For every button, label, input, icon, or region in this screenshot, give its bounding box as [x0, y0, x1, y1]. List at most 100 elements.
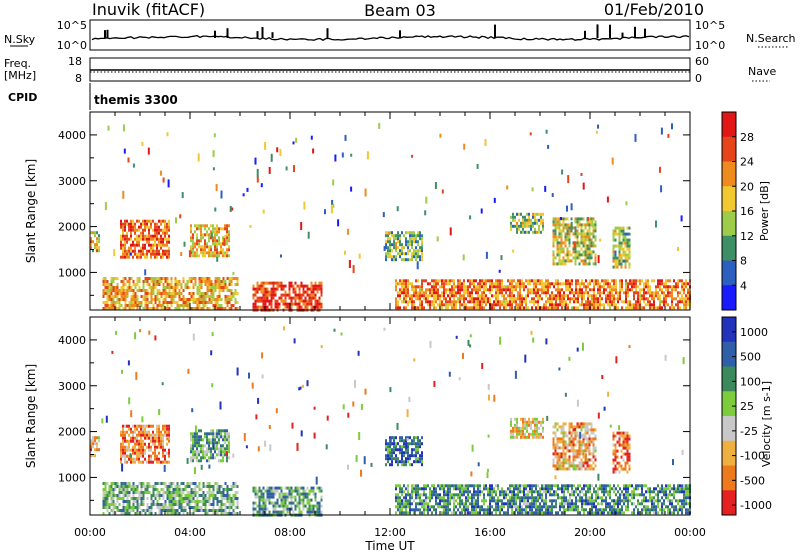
heatmap-cell — [536, 230, 538, 234]
heatmap-cell — [316, 486, 319, 490]
heatmap-cell — [158, 497, 161, 500]
heatmap-cell — [487, 487, 489, 491]
heatmap-cell — [503, 297, 505, 301]
heatmap-cell — [683, 303, 685, 307]
heatmap-cell — [443, 493, 445, 497]
heatmap-cell — [443, 279, 445, 283]
heatmap-cell — [673, 493, 675, 497]
heatmap-cell — [653, 502, 655, 506]
heatmap-cell — [186, 491, 189, 494]
heatmap-cell — [170, 494, 173, 497]
heatmap-cell — [230, 304, 233, 307]
heatmap-cell — [407, 288, 409, 292]
heatmap-cell — [112, 304, 115, 307]
heatmap-cell — [625, 493, 627, 497]
heatmap-cell — [90, 237, 92, 241]
heatmap-cell — [409, 493, 411, 497]
heatmap-cell — [214, 245, 216, 249]
heatmap-cell — [307, 231, 310, 239]
heatmap-cell — [411, 285, 413, 289]
heatmap-cell — [437, 297, 439, 301]
heatmap-cell — [663, 291, 665, 295]
heatmap-cell — [586, 235, 589, 239]
heatmap-cell — [200, 277, 203, 280]
heatmap-cell — [505, 291, 507, 295]
heatmap-cell — [618, 229, 621, 233]
heatmap-cell — [473, 493, 475, 497]
heatmap-cell — [415, 246, 417, 250]
heatmap-cell — [280, 498, 283, 502]
heatmap-cell — [234, 301, 237, 304]
heatmap-cell — [282, 501, 285, 505]
heatmap-cell — [208, 497, 211, 500]
heatmap-cell — [210, 230, 212, 234]
heatmap-cell — [208, 239, 210, 243]
heatmap-cell — [182, 506, 185, 509]
heatmap-cell — [543, 511, 545, 515]
heatmap-cell — [200, 292, 203, 295]
heatmap-cell — [586, 247, 589, 251]
heatmap-cell — [429, 487, 431, 491]
heatmap-cell — [298, 290, 301, 294]
heatmap-cell — [278, 302, 281, 306]
heatmap-cell — [521, 279, 523, 283]
heatmap-cell — [539, 508, 541, 512]
heatmap-cell — [592, 229, 595, 233]
heatmap-cell — [589, 496, 591, 500]
heatmap-cell — [553, 282, 555, 286]
heatmap-cell — [172, 494, 175, 497]
heatmap-cell — [577, 224, 580, 229]
heatmap-cell — [433, 294, 435, 298]
heatmap-cell — [168, 503, 171, 506]
heatmap-cell — [294, 281, 297, 285]
heatmap-cell — [150, 252, 152, 256]
heatmap-cell — [543, 490, 545, 494]
heatmap-cell — [122, 124, 125, 132]
heatmap-cell — [180, 509, 183, 512]
heatmap-cell — [435, 511, 437, 515]
nsky-series — [91, 34, 690, 41]
heatmap-cell — [124, 298, 127, 301]
heatmap-cell — [551, 511, 553, 515]
heatmap-cell — [541, 297, 543, 301]
heatmap-cell — [292, 495, 295, 499]
heatmap-cell — [568, 223, 571, 227]
heatmap-cell — [274, 290, 277, 294]
heatmap-cell — [555, 306, 557, 310]
heatmap-cell — [114, 301, 117, 304]
heatmap-cell — [154, 488, 157, 491]
heatmap-cell — [483, 487, 485, 491]
heatmap-cell — [467, 294, 469, 298]
heatmap-cell — [122, 292, 125, 295]
heatmap-cell — [144, 225, 146, 229]
heatmap-cell — [431, 496, 433, 500]
heatmap-cell — [603, 493, 605, 497]
heatmap-cell — [266, 489, 269, 493]
heatmap-cell — [254, 290, 257, 294]
heatmap-cell — [531, 279, 533, 283]
heatmap-cell — [473, 285, 475, 289]
heatmap-cell — [160, 488, 163, 491]
heatmap-cell — [575, 502, 577, 506]
heatmap-cell — [262, 296, 265, 300]
heatmap-cell — [124, 488, 127, 491]
heatmap-cell — [102, 277, 105, 280]
heatmap-cell — [609, 288, 611, 292]
heatmap-cell — [540, 221, 542, 225]
heatmap-cell — [130, 485, 133, 488]
heatmap-cell — [687, 288, 689, 292]
heatmap-cell — [599, 294, 601, 298]
heatmap-cell — [431, 279, 433, 283]
heatmap-cell — [415, 484, 417, 488]
heatmap-cell — [647, 291, 649, 295]
heatmap-cell — [118, 289, 121, 292]
heatmap-cell — [312, 290, 315, 294]
heatmap-cell — [582, 259, 585, 263]
heatmap-cell — [417, 297, 419, 301]
heatmap-cell — [419, 231, 421, 235]
heatmap-cell — [477, 493, 479, 497]
heatmap-cell — [285, 166, 288, 171]
heatmap-cell — [555, 288, 557, 292]
heatmap-cell — [166, 283, 169, 286]
heatmap-cell — [266, 281, 269, 285]
